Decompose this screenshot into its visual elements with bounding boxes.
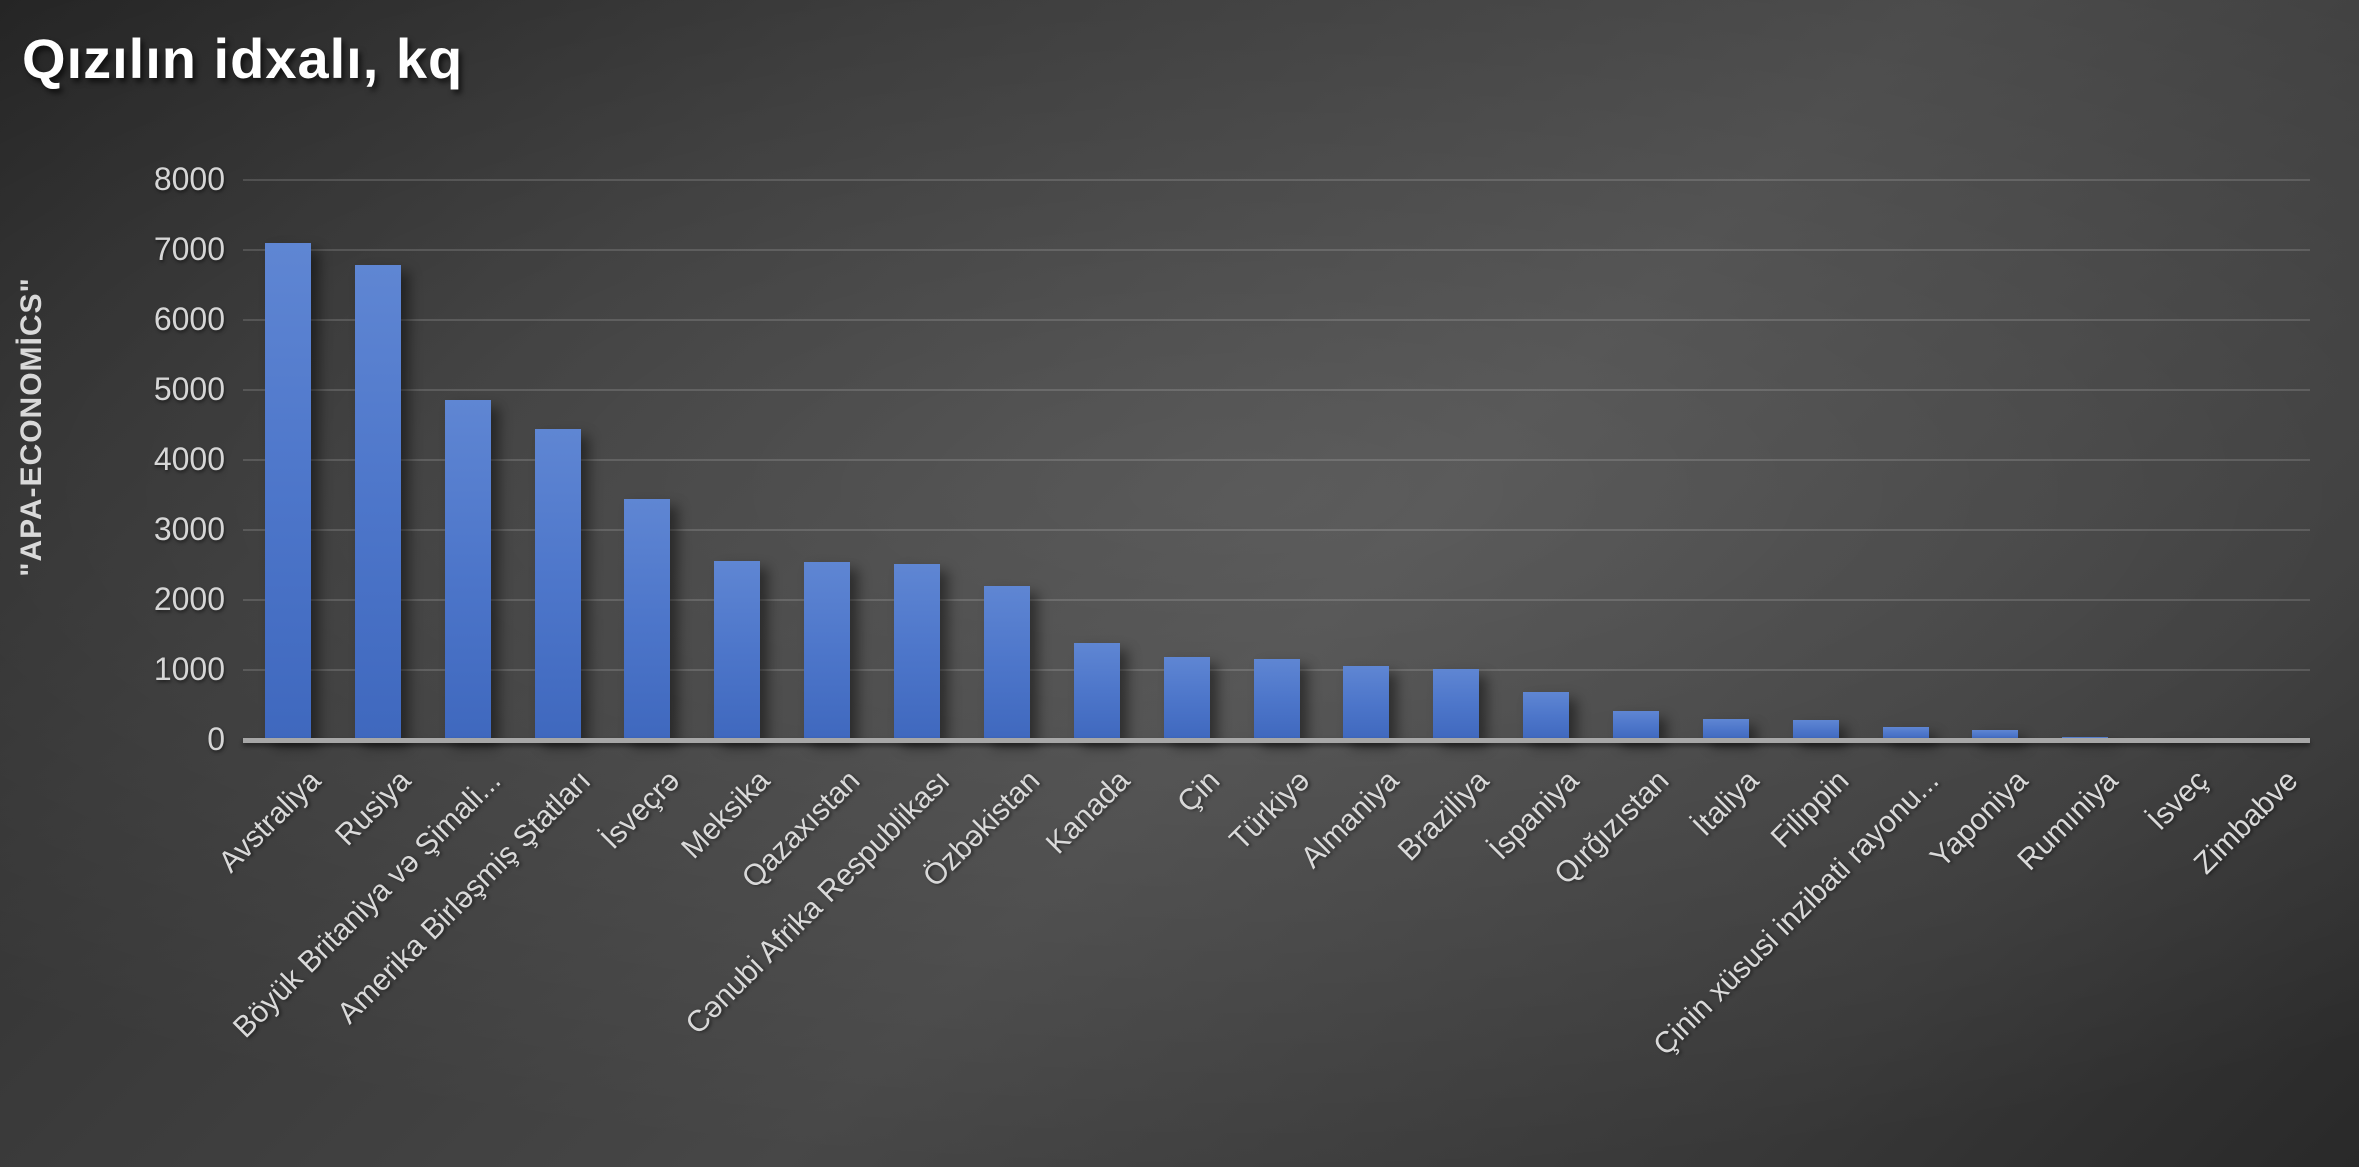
y-tick-label-6000: 6000 bbox=[153, 301, 225, 337]
bar-6 bbox=[714, 560, 761, 740]
bar-10 bbox=[1073, 642, 1120, 740]
gridline-2000 bbox=[243, 599, 2310, 601]
y-tick-label-7000: 7000 bbox=[153, 231, 225, 267]
bar-14 bbox=[1433, 669, 1480, 740]
gridline-7000 bbox=[243, 249, 2310, 251]
bar-17 bbox=[1702, 719, 1749, 740]
y-tick-label-5000: 5000 bbox=[153, 371, 225, 407]
bar-20 bbox=[1972, 729, 2019, 740]
bar-4 bbox=[534, 429, 581, 740]
gridline-4000 bbox=[243, 459, 2310, 461]
bar-7 bbox=[804, 561, 851, 740]
bar-2 bbox=[354, 265, 401, 740]
y-tick-label-1000: 1000 bbox=[153, 651, 225, 687]
bar-18 bbox=[1792, 719, 1839, 740]
y-tick-label-0: 0 bbox=[207, 721, 225, 757]
bar-8 bbox=[894, 564, 941, 740]
gridline-3000 bbox=[243, 529, 2310, 531]
bar-9 bbox=[983, 586, 1030, 740]
bar-12 bbox=[1253, 658, 1300, 740]
bar-16 bbox=[1612, 710, 1659, 740]
x-axis-baseline bbox=[243, 738, 2310, 743]
bar-1 bbox=[264, 243, 311, 740]
y-tick-label-8000: 8000 bbox=[153, 161, 225, 197]
y-tick-label-3000: 3000 bbox=[153, 511, 225, 547]
bar-15 bbox=[1523, 692, 1570, 740]
y-tick-label-2000: 2000 bbox=[153, 581, 225, 617]
bar-3 bbox=[444, 399, 491, 740]
bar-5 bbox=[624, 499, 671, 740]
chart-title: Qızılın idxalı, kq bbox=[22, 27, 464, 90]
y-axis-title: "APA-ECONOMİCS" bbox=[15, 277, 48, 577]
gridline-5000 bbox=[243, 389, 2310, 391]
gridline-6000 bbox=[243, 319, 2310, 321]
y-tick-label-4000: 4000 bbox=[153, 441, 225, 477]
gridline-8000 bbox=[243, 179, 2310, 181]
bar-19 bbox=[1882, 726, 1929, 740]
bar-13 bbox=[1343, 665, 1390, 740]
bar-11 bbox=[1163, 656, 1210, 740]
